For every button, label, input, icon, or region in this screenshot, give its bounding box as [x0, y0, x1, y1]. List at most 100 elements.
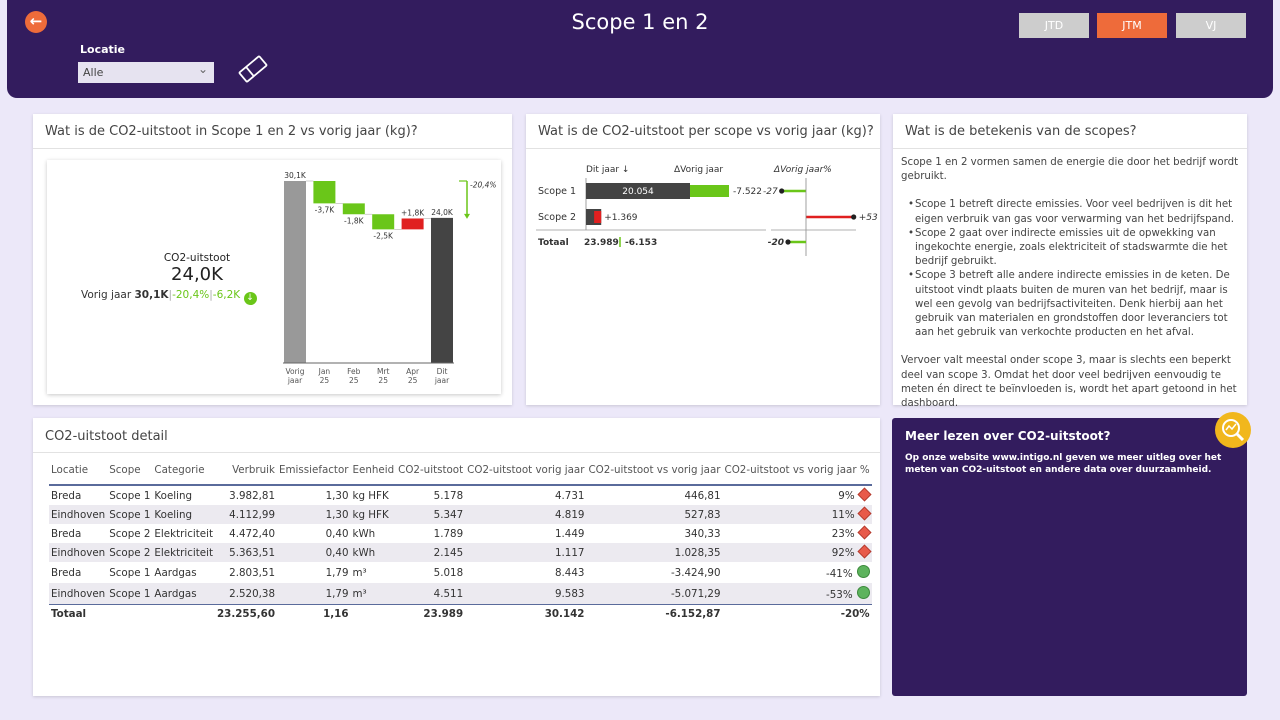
category-label: Jan: [318, 367, 331, 376]
table-cell: kg HFK: [350, 505, 397, 524]
table-cell: 5.018: [433, 566, 464, 579]
table-cell: 4.511: [396, 583, 466, 605]
delta-bar: [594, 211, 602, 223]
column-header: Dit jaar ↓: [586, 165, 629, 175]
table-cell: 4.731: [554, 489, 585, 502]
category-label: 25: [408, 376, 418, 385]
red-diamond-icon: [857, 525, 872, 540]
table-row[interactable]: Breda Scope 2 Elektriciteit 4.472,40 0,40 kWh…: [49, 524, 872, 543]
total-delta: -6.153: [625, 238, 657, 248]
table-cell: -41%: [723, 562, 872, 583]
this-year-bar: [586, 183, 690, 199]
pct-dot: [851, 214, 857, 220]
table-cell: 5.363,51: [215, 543, 277, 562]
column-header[interactable]: CO2-uitstoot vorig jaar: [465, 458, 587, 486]
red-diamond-icon: [857, 487, 872, 502]
table-cell: -5.071,29: [586, 583, 723, 605]
total-cell: -20%: [722, 604, 872, 624]
arrow-left-icon[interactable]: ←: [25, 11, 47, 33]
co2-total-card: Wat is de CO2-uitstoot in Scope 1 en 2 v…: [33, 114, 512, 405]
column-header[interactable]: Emissiefactor: [277, 458, 351, 486]
column-header[interactable]: Verbruik: [215, 458, 277, 486]
table-cell: Breda: [51, 489, 82, 502]
table-row[interactable]: Eindhoven Scope 1 Aardgas 2.520,38 1,79 m³ 4.5…: [49, 583, 872, 605]
prev-value: 30,1K: [134, 289, 169, 301]
table-cell: Scope 1: [107, 505, 153, 524]
table-cell: m³: [350, 583, 397, 605]
table-cell: Eindhoven: [49, 583, 108, 605]
intro-paragraph: Scope 1 en 2 vormen samen de energie die…: [901, 157, 1239, 183]
category-label: Apr: [406, 367, 420, 376]
pct-label: +53: [859, 213, 878, 223]
table-cell: Scope 1: [109, 566, 151, 579]
table-cell: 4.819: [465, 505, 587, 524]
category-label: 25: [378, 376, 388, 385]
data-label: -7.522: [733, 187, 762, 197]
table-cell: 340,33: [684, 527, 721, 540]
category-label: Scope 1: [538, 186, 576, 197]
total-cell: [350, 604, 397, 624]
location-dropdown[interactable]: Alle ⌄: [78, 62, 214, 83]
column-header[interactable]: CO2-uitstoot vs vorig jaar: [586, 458, 723, 486]
arrow-down-circle-icon: ↓: [243, 292, 257, 305]
table-cell: Breda: [51, 527, 82, 540]
variance-arrow: [464, 213, 470, 219]
category-label: Vorig: [285, 367, 304, 376]
table-row[interactable]: Eindhoven Scope 1 Koeling 4.112,99 1,30 kg HF…: [49, 505, 872, 524]
table-cell: 92%: [722, 543, 872, 562]
total-cell: 23.255,60: [215, 604, 277, 624]
column-header[interactable]: Eenheid: [350, 458, 397, 486]
table-cell: 5.347: [396, 505, 466, 524]
promo-title: Meer lezen over CO2-uitstoot?: [905, 429, 1111, 443]
column-header[interactable]: Scope: [107, 458, 153, 486]
table-row[interactable]: Eindhoven Scope 2 Elektriciteit 5.363,51 0,4…: [49, 543, 872, 562]
table-cell: 1.028,35: [586, 543, 723, 562]
page-title: Scope 1 en 2: [571, 10, 709, 34]
eraser-icon[interactable]: [236, 54, 270, 84]
data-label: -1,8K: [344, 216, 365, 225]
card-title: CO2-uitstoot detail: [45, 429, 168, 444]
data-label: 20.054: [622, 187, 654, 197]
table-cell: Koeling: [152, 505, 216, 524]
variance-chart: Dit jaar ↓ ΔVorig jaar ΔVorig jaar% Scope 1…: [536, 165, 878, 256]
table-cell: 0,40: [277, 543, 351, 562]
tab-vj[interactable]: VJ: [1176, 13, 1246, 38]
table-cell: 1,79: [325, 566, 349, 579]
total-cell: [107, 604, 153, 624]
table-cell: -53%: [722, 583, 872, 605]
location-label: Locatie: [80, 43, 125, 56]
tab-jtm[interactable]: JTM: [1097, 13, 1167, 38]
table-row[interactable]: Breda Scope 1 Aardgas 2.803,51 1,79 m³ 5.018 8.…: [49, 562, 872, 583]
data-label: -3,7K: [315, 205, 336, 214]
total-cell: -6.152,87: [586, 604, 723, 624]
table-row[interactable]: Breda Scope 1 Koeling 3.982,81 1,30 kg HFK 5.1…: [49, 485, 872, 505]
green-circle-icon: [856, 565, 870, 578]
red-diamond-icon: [857, 544, 872, 559]
green-circle-icon: [856, 586, 870, 599]
prev-label: Vorig jaar: [81, 289, 132, 301]
waterfall-bar: [431, 217, 453, 363]
tab-jtd[interactable]: JTD: [1019, 13, 1089, 38]
kpi-waterfall-panel: CO2-uitstoot 24,0K Vorig jaar 30,1K|-20,…: [47, 160, 501, 394]
pct-label: -27: [763, 187, 778, 197]
table-cell: Breda: [51, 566, 82, 579]
column-header[interactable]: CO2-uitstoot vs vorig jaar %: [722, 458, 872, 486]
waterfall-bar: [401, 218, 424, 230]
column-header[interactable]: Locatie: [49, 458, 108, 486]
pct-label: -20: [768, 238, 784, 248]
explanation-text: Scope 1 en 2 vormen samen de energie die…: [901, 156, 1241, 411]
table-cell: Scope 2: [109, 527, 151, 540]
waterfall-bar: [342, 203, 365, 215]
co2-detail-card: CO2-uitstoot detail Locatie Scope Categori…: [33, 418, 880, 696]
magnifier-chart-icon[interactable]: [1215, 412, 1251, 448]
table-cell: 3.982,81: [229, 489, 275, 502]
category-label: 25: [349, 376, 359, 385]
column-header[interactable]: CO2-uitstoot: [396, 458, 466, 486]
waterfall-bar: [372, 214, 395, 230]
delta-bar: [690, 185, 730, 197]
category-label: 25: [320, 376, 330, 385]
column-header[interactable]: Categorie: [152, 458, 216, 486]
table-cell: Aardgas: [152, 583, 216, 605]
location-value: Alle: [83, 66, 104, 79]
read-more-panel[interactable]: Meer lezen over CO2-uitstoot? Op onze we…: [892, 418, 1247, 696]
